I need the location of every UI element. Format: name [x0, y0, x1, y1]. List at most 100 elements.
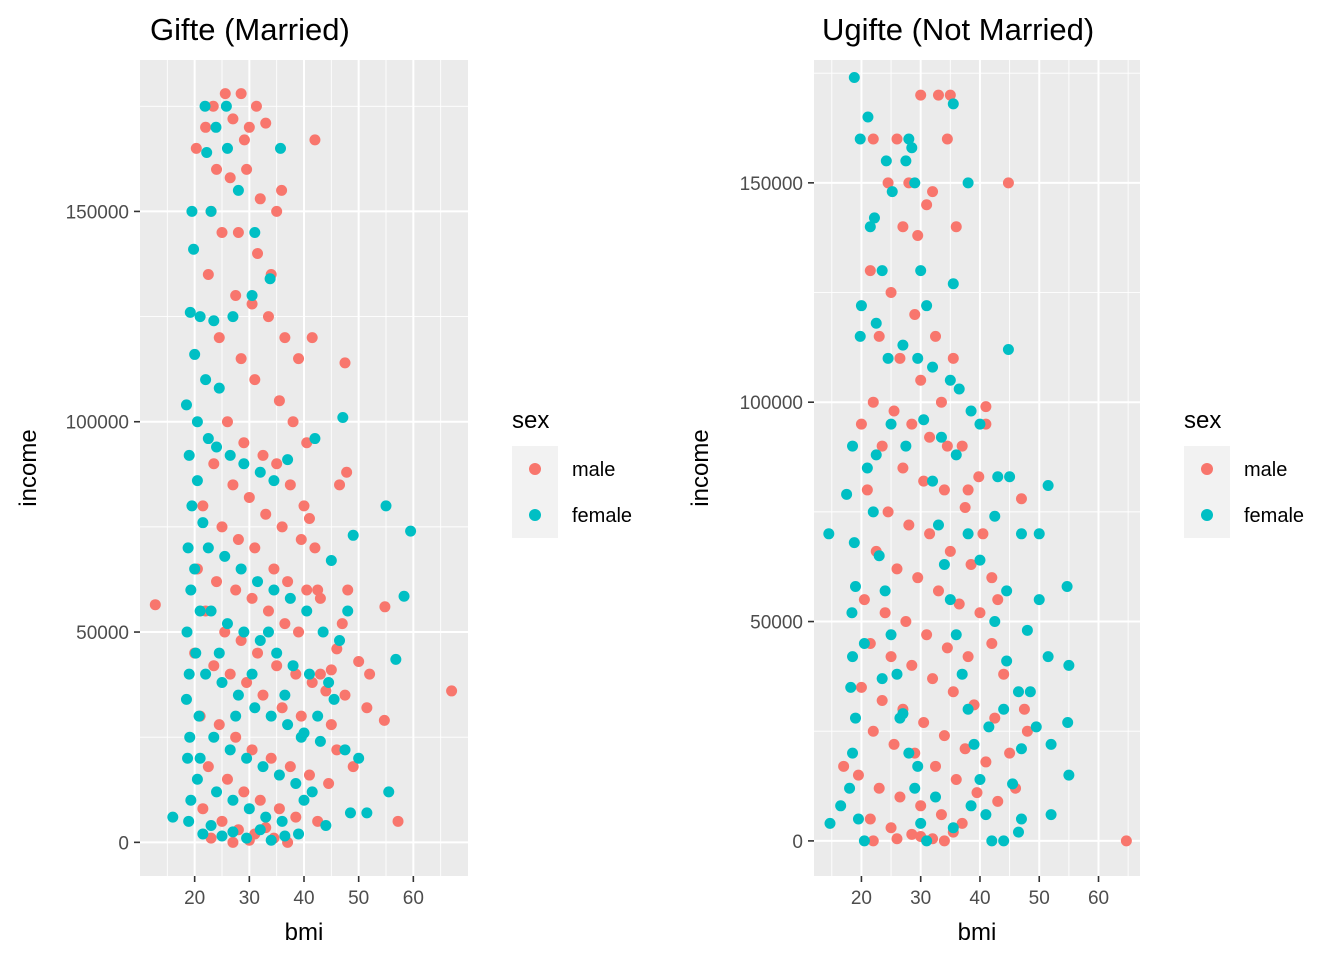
point-female: [927, 361, 939, 373]
point-male: [336, 618, 348, 630]
point-female: [200, 668, 212, 680]
point-male: [202, 761, 214, 773]
chart-title: Gifte (Married): [150, 12, 350, 47]
point-female: [847, 651, 859, 663]
point-male: [309, 542, 321, 554]
point-male: [959, 501, 971, 513]
point-male: [986, 637, 998, 649]
point-female: [897, 339, 909, 351]
point-female: [935, 431, 947, 443]
point-male: [232, 226, 244, 238]
x-axis-title: bmi: [285, 919, 324, 946]
point-female: [293, 828, 305, 840]
point-male: [912, 229, 924, 241]
point-male: [915, 374, 927, 386]
point-male: [260, 117, 272, 129]
point-male: [379, 601, 391, 613]
point-female: [347, 529, 359, 541]
point-male: [246, 744, 258, 756]
point-male: [213, 719, 225, 731]
point-female: [202, 542, 214, 554]
point-male: [208, 660, 220, 672]
point-female: [246, 668, 258, 680]
x-tick-label: 20: [851, 888, 872, 909]
point-female: [213, 647, 225, 659]
point-female: [232, 184, 244, 196]
point-female: [1063, 659, 1075, 671]
point-male: [885, 651, 897, 663]
point-female: [921, 835, 933, 847]
point-male: [1120, 835, 1132, 847]
married-legend: sex male female: [512, 407, 632, 538]
point-female: [202, 433, 214, 445]
point-female: [211, 786, 223, 798]
point-male: [221, 773, 233, 785]
point-male: [279, 332, 291, 344]
point-female: [230, 710, 242, 722]
point-female: [849, 580, 861, 592]
legend-title: sex: [512, 407, 549, 434]
point-female: [947, 822, 959, 834]
point-male: [938, 730, 950, 742]
point-female: [224, 744, 236, 756]
point-female: [1012, 826, 1024, 838]
point-female: [854, 330, 866, 342]
point-female: [273, 769, 285, 781]
point-female: [184, 306, 196, 318]
point-female: [983, 721, 995, 733]
point-female: [823, 528, 835, 540]
point-male: [932, 89, 944, 101]
point-female: [986, 835, 998, 847]
point-female: [989, 510, 1001, 522]
point-male: [249, 542, 261, 554]
point-female: [252, 576, 264, 588]
point-female: [199, 100, 211, 112]
point-female: [249, 702, 261, 714]
point-male: [273, 803, 285, 815]
point-female: [249, 226, 261, 238]
point-female: [1015, 528, 1027, 540]
point-female: [205, 605, 217, 617]
point-male: [276, 521, 288, 533]
point-female: [824, 817, 836, 829]
x-tick-label: 30: [910, 888, 931, 909]
point-male: [314, 668, 326, 680]
point-female: [1021, 624, 1033, 636]
point-female: [183, 668, 195, 680]
point-female: [257, 761, 269, 773]
y-axis-title: income: [15, 429, 42, 506]
point-female: [383, 786, 395, 798]
point-female: [193, 710, 205, 722]
point-female: [980, 809, 992, 821]
point-male: [243, 121, 255, 133]
point-female: [191, 475, 203, 487]
point-female: [848, 537, 860, 549]
point-male: [227, 113, 239, 125]
point-female: [915, 817, 927, 829]
point-male: [238, 134, 250, 146]
point-male: [268, 563, 280, 575]
point-female: [185, 584, 197, 596]
point-male: [947, 686, 959, 698]
point-male: [202, 269, 214, 281]
point-male: [230, 584, 242, 596]
point-male: [205, 832, 217, 844]
point-male: [921, 199, 933, 211]
point-female: [235, 563, 247, 575]
point-female: [1045, 738, 1057, 750]
point-male: [246, 592, 258, 604]
point-male: [938, 835, 950, 847]
point-female: [868, 212, 880, 224]
point-male: [867, 725, 879, 737]
point-male: [232, 534, 244, 546]
point-female: [974, 773, 986, 785]
point-female: [1033, 594, 1045, 606]
point-female: [930, 791, 942, 803]
point-male: [303, 769, 315, 781]
point-male: [353, 655, 365, 667]
point-male: [915, 800, 927, 812]
point-male: [956, 440, 968, 452]
point-male: [230, 290, 242, 302]
point-female: [167, 811, 179, 823]
point-female: [182, 542, 194, 554]
